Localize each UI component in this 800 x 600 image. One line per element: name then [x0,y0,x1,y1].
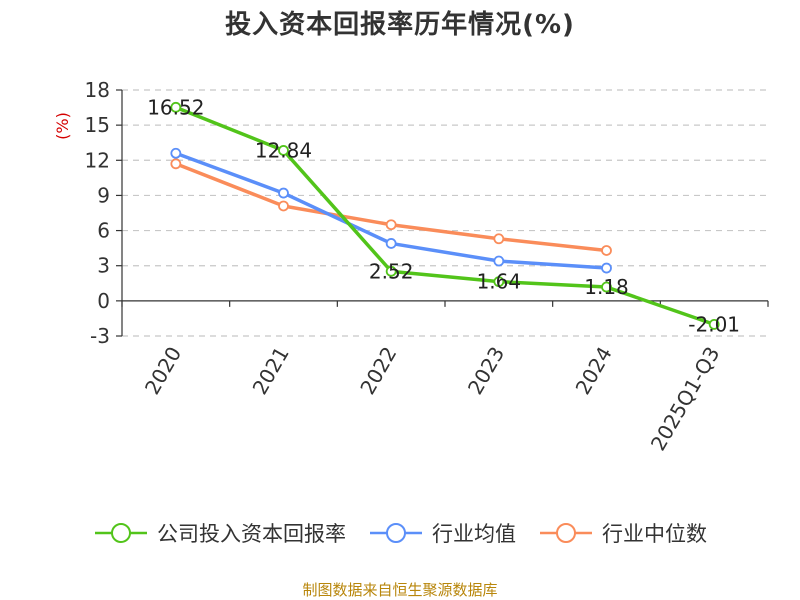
legend-item-industry-mean[interactable]: 行业均值 [368,518,516,548]
chart-title: 投入资本回报率历年情况(%) [225,10,575,40]
data-point [601,262,612,274]
legend-marker-company [95,523,147,543]
legend-label-company: 公司投入资本回报率 [157,522,346,546]
axes: 18 15 12 9 6 3 0 -3 2020 2021 2022 2023 2024 2025Q1-Q… [85,78,769,455]
legend-marker-industry-mean [370,523,422,543]
x-tick-label: 2023 [463,343,509,399]
data-point [385,219,397,231]
source-note: 制图数据来自恒生聚源数据库 [302,581,498,599]
data-label: 1.18 [584,275,629,299]
legend-item-company[interactable]: 公司投入资本回报率 [93,518,346,548]
x-tick-label: 2025Q1-Q3 [646,343,725,455]
legend-item-industry-median[interactable]: 行业中位数 [538,518,707,548]
data-point [493,233,505,245]
data-label: 1.64 [477,270,522,294]
data-point [708,319,720,330]
x-tick-label: 2020 [140,343,186,399]
data-point [170,158,182,170]
data-label: 2.52 [369,259,414,283]
data-point [601,245,612,256]
y-tick-label: 0 [97,289,110,313]
x-tick-label: 2024 [571,343,617,399]
series-line-0 [174,105,716,327]
data-point [385,265,397,277]
y-tick-label: 12 [85,148,110,172]
data-point [493,255,505,267]
data-point [278,187,289,199]
chart-plot: 18 15 12 9 6 3 0 -3 2020 2021 2022 2023 2024 2025Q1-Q… [53,78,769,455]
x-tick-label: 2022 [355,343,401,399]
data-point [601,281,612,293]
legend-label-industry-mean: 行业均值 [432,522,516,546]
data-label: 16.52 [147,95,204,119]
x-tick-label: 2021 [248,343,294,399]
y-axis-label: (%) [53,112,72,140]
legend: 公司投入资本回报率 行业均值 行业中位数 [0,518,800,548]
data-labels: 16.52 12.84 2.52 1.64 1.18 -2.01 [147,95,740,336]
data-point [278,145,289,156]
y-tick-label: -3 [90,324,110,348]
data-label: 12.84 [255,138,312,162]
data-point [385,238,397,249]
y-tick-label: 15 [85,113,110,137]
data-point [170,147,182,159]
series-line-1 [174,151,609,270]
data-point [493,276,505,288]
grid-lines [122,89,768,337]
y-tick-label: 3 [97,254,110,278]
data-point [170,101,182,113]
y-tick-label: 6 [97,219,110,243]
y-tick-label: 9 [97,183,110,207]
legend-label-industry-median: 行业中位数 [602,522,707,546]
legend-marker-industry-median [540,523,592,543]
series-lines [170,101,720,330]
y-tick-label: 18 [85,78,110,102]
data-point [278,200,289,212]
data-label: -2.01 [688,312,740,336]
